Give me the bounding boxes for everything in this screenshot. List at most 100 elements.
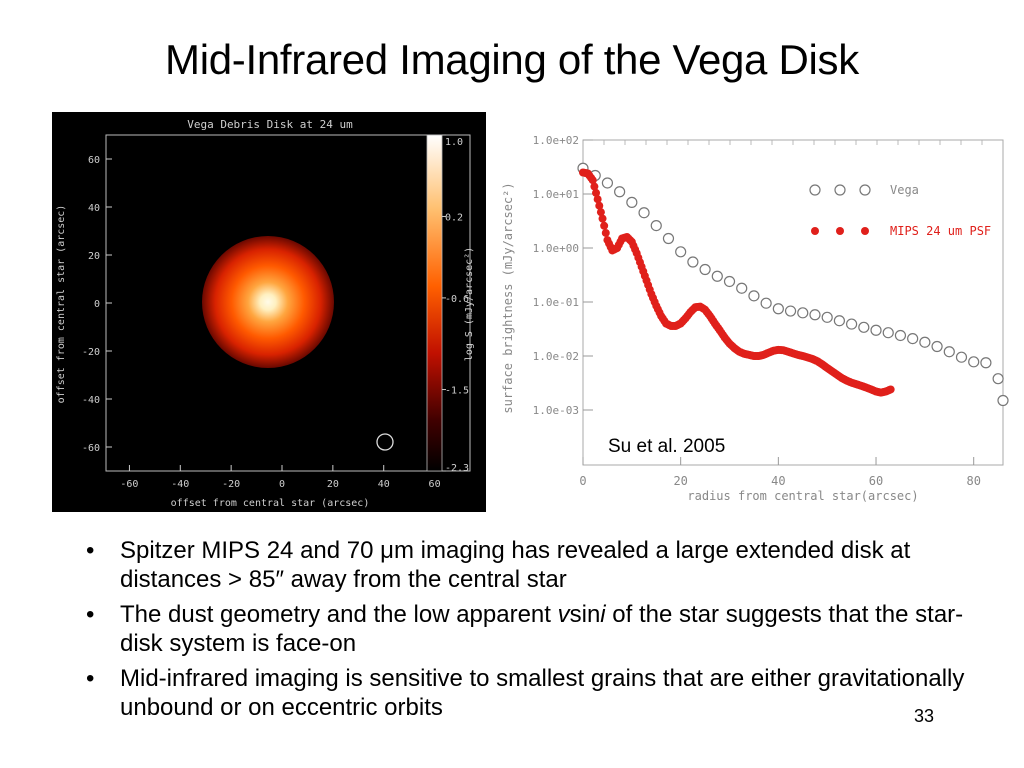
colorbar-tick-label: 0.2	[445, 212, 463, 223]
vega-point	[748, 290, 760, 302]
surface-brightness-chart-panel: 1.0e+02 1.0e+01 1.0e+00 1.0e-01 1.0e-02 1.0e-…	[490, 128, 1024, 514]
vega-point	[772, 303, 784, 315]
psf-point	[596, 208, 605, 217]
vega-point	[968, 356, 980, 368]
bullet-item: Mid-infrared imaging is sensitive to sma…	[84, 664, 984, 722]
vega-point	[943, 346, 955, 358]
vega-point	[833, 315, 845, 327]
vega-point	[675, 246, 687, 258]
psf-point	[886, 385, 895, 394]
image-x-tick-label: -60	[120, 479, 138, 490]
chart-ylabel: surface brightness (mJy/arcsec²)	[501, 182, 515, 413]
image-y-tick-label: 60	[88, 155, 100, 166]
chart-y-tick-label: 1.0e-03	[533, 404, 579, 417]
chart-x-tick-label: 40	[771, 474, 785, 488]
legend-vega-marker	[834, 184, 846, 196]
image-y-tick-label: 20	[88, 251, 100, 262]
psf-point	[598, 214, 607, 223]
vega-point	[997, 394, 1009, 407]
chart-x-tick-label: 60	[869, 474, 883, 488]
legend-vega-marker	[859, 184, 871, 196]
colorbar-tick-label: -1.5	[445, 386, 469, 397]
vega-point	[846, 318, 858, 330]
vega-point	[980, 357, 992, 369]
psf-point	[593, 195, 602, 204]
vega-point	[821, 311, 833, 323]
image-y-tick-label: 0	[94, 299, 100, 310]
colorbar	[426, 134, 443, 472]
chart-x-tick-label: 80	[966, 474, 980, 488]
vega-point	[760, 297, 772, 309]
chart-y-tick-label: 1.0e+01	[533, 188, 579, 201]
legend-vega-label: Vega	[890, 183, 919, 197]
image-y-tick-label: 40	[88, 203, 100, 214]
series-psf-points	[579, 168, 895, 397]
beam-circle	[376, 433, 394, 451]
vega-point	[638, 207, 650, 219]
chart-y-ticks: 1.0e+02 1.0e+01 1.0e+00 1.0e-01 1.0e-02 1.0e-…	[533, 134, 983, 417]
psf-point	[588, 176, 597, 185]
slide-number: 33	[914, 706, 935, 726]
vega-point	[687, 256, 699, 268]
legend-psf-marker	[811, 227, 819, 235]
image-x-tick-label: 0	[279, 479, 285, 490]
vega-point	[931, 340, 943, 353]
image-x-tick-label: 20	[327, 479, 339, 490]
legend-vega-marker	[809, 184, 821, 196]
colorbar-tick-label: -2.3	[445, 463, 469, 474]
image-y-tick-label: -20	[82, 347, 100, 358]
psf-point	[592, 188, 601, 197]
vega-point	[723, 275, 736, 288]
image-y-ticks: 60 40 20 0 -20 -40 -60	[82, 155, 112, 454]
vega-point	[614, 186, 626, 198]
colorbar-label: log S (mJy/arcsec²)	[464, 247, 475, 361]
colorbar-tick-label: -0.6	[445, 294, 469, 305]
vega-point	[907, 333, 919, 345]
vega-point	[955, 351, 968, 363]
surface-brightness-chart: 1.0e+02 1.0e+01 1.0e+00 1.0e-01 1.0e-02 1.0e-…	[501, 134, 1009, 503]
vega-point	[870, 324, 882, 336]
legend-psf-marker	[861, 227, 869, 235]
vega-point	[797, 307, 809, 319]
image-ylabel: offset from central star (arcsec)	[56, 205, 67, 404]
debris-disk	[202, 236, 334, 368]
vega-point	[784, 305, 797, 317]
vega-point	[992, 373, 1004, 385]
psf-point	[595, 201, 604, 210]
vega-point	[736, 282, 748, 294]
vega-point	[858, 321, 870, 333]
psf-point	[590, 182, 599, 191]
chart-x-tick-label: 0	[579, 474, 586, 488]
bullet-item: Spitzer MIPS 24 and 70 μm imaging has re…	[84, 536, 984, 594]
image-x-tick-label: -20	[222, 479, 240, 490]
image-x-tick-label: -40	[171, 479, 189, 490]
series-vega-points	[577, 162, 1009, 407]
vega-point	[809, 309, 821, 321]
legend-psf-label: MIPS 24 um PSF	[890, 224, 991, 238]
chart-x-tick-label: 20	[673, 474, 687, 488]
vega-point	[894, 329, 907, 342]
psf-point	[600, 221, 609, 230]
vega-point	[662, 232, 675, 245]
legend-psf-marker	[836, 227, 844, 235]
chart-y-tick-label: 1.0e-02	[533, 350, 579, 363]
image-title: Vega Debris Disk at 24 um	[187, 118, 353, 131]
chart-y-tick-label: 1.0e-01	[533, 296, 579, 309]
bullet-list: Spitzer MIPS 24 and 70 μm imaging has re…	[84, 536, 984, 728]
vega-point	[711, 270, 723, 282]
image-y-tick-label: -40	[82, 395, 100, 406]
image-x-tick-label: 40	[378, 479, 390, 490]
chart-legend: Vega MIPS 24 um PSF	[809, 183, 991, 238]
vega-point	[626, 196, 638, 208]
vega-disk-image: Vega Debris Disk at 24 um -60 -40 -20 0 20 40…	[52, 112, 486, 512]
colorbar-ticks: 1.0 0.2 -0.6 -1.5 -2.3	[442, 134, 469, 474]
chart-y-tick-label: 1.0e+00	[533, 242, 579, 255]
chart-x-ticks: 0 20 40 60 80	[579, 457, 981, 488]
bullet-item: The dust geometry and the low apparent v…	[84, 600, 984, 658]
vega-point	[601, 177, 614, 189]
image-xlabel: offset from central star (arcsec)	[171, 498, 370, 509]
chart-xlabel: radius from central star(arcsec)	[687, 489, 918, 503]
psf-point	[601, 228, 610, 237]
image-y-tick-label: -60	[82, 443, 100, 454]
vega-point	[882, 327, 894, 339]
